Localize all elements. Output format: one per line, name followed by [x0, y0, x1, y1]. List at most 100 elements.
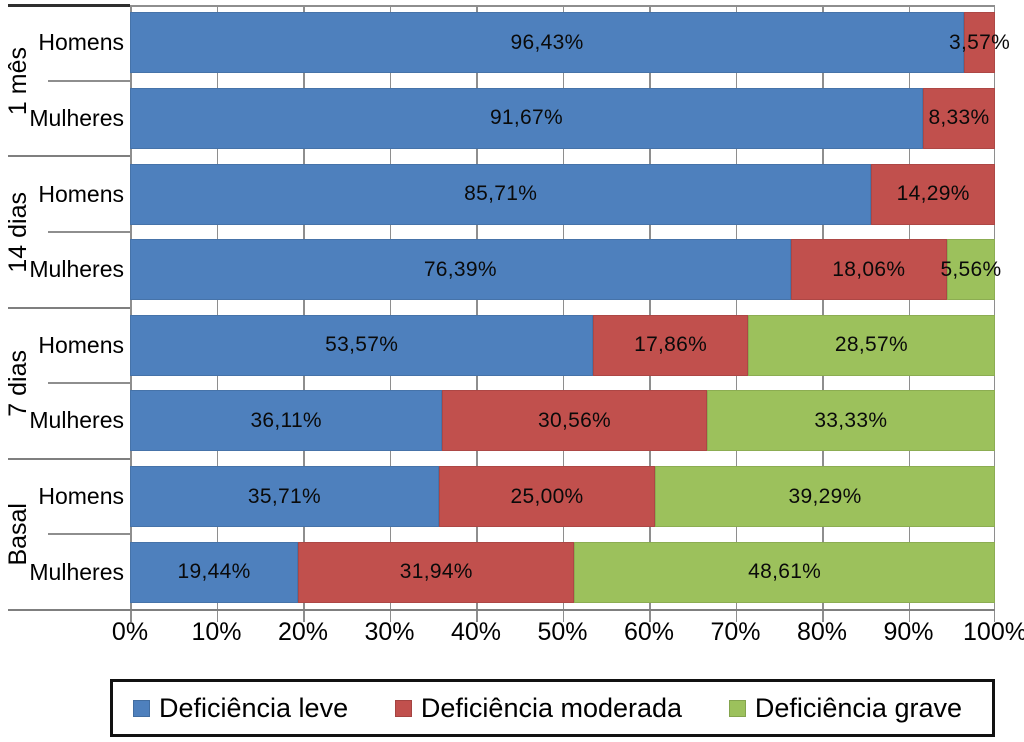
- value-label: 8,33%: [928, 106, 990, 130]
- x-tick: [822, 611, 824, 622]
- category-label: Mulheres: [29, 104, 124, 131]
- group-label: 1 mês: [2, 5, 34, 156]
- value-label: 48,61%: [748, 560, 822, 584]
- gridline: [993, 5, 995, 610]
- bar-row: 53,57% 17,86% 28,57%: [130, 314, 995, 376]
- value-label: 5,56%: [940, 257, 1002, 281]
- bar-segment: 17,86%: [593, 314, 748, 376]
- legend-label: Deficiência leve: [159, 692, 349, 723]
- bar-segment: 91,67%: [130, 87, 923, 149]
- group-label: Basal: [2, 459, 34, 610]
- gridline: [303, 5, 305, 610]
- gridline: [389, 5, 391, 610]
- bar-segment: 30,56%: [442, 390, 707, 452]
- legend-label: Deficiência moderada: [420, 692, 683, 723]
- x-tick: [735, 611, 737, 622]
- gridline: [908, 5, 910, 610]
- value-label: 91,67%: [489, 106, 563, 130]
- legend-swatch: [133, 699, 150, 717]
- x-tick: [476, 611, 478, 622]
- row-separator: [48, 533, 130, 536]
- group-label: 7 dias: [2, 308, 34, 459]
- bar-segment: 96,43%: [130, 12, 965, 74]
- bar-segment: 25,00%: [438, 466, 656, 528]
- bar-row: 85,71% 14,29%: [130, 163, 995, 225]
- category-label: Homens: [38, 180, 124, 207]
- bar-segment: 35,71%: [130, 466, 439, 528]
- group-label-text: 7 dias: [3, 349, 32, 417]
- legend-label: Deficiência grave: [754, 692, 962, 723]
- value-label: 96,43%: [510, 30, 584, 54]
- value-label: 35,71%: [247, 484, 321, 508]
- plot-area: 96,43% 3,57% 91,67% 8,33% 85,71% 14,29% 76,39%…: [130, 5, 1010, 610]
- x-tick: [130, 611, 132, 622]
- value-label: 28,57%: [834, 333, 908, 357]
- x-tick-label: 50%: [537, 618, 588, 646]
- x-tick-label: 10%: [191, 618, 242, 646]
- category-label: Mulheres: [29, 558, 124, 585]
- gridline: [562, 5, 564, 610]
- value-label: 17,86%: [634, 333, 708, 357]
- bar-row: 35,71% 25,00% 39,29%: [130, 466, 995, 528]
- category-axis: Homens Mulheres Homens Mulheres Homens Mulher…: [0, 4, 130, 610]
- bar-segment: 19,44%: [130, 541, 299, 603]
- x-tick-label: 0%: [111, 618, 149, 646]
- bar-segment: 5,56%: [940, 239, 1001, 301]
- group-label-text: Basal: [3, 503, 32, 566]
- category-label: Mulheres: [29, 256, 124, 283]
- x-tick: [562, 611, 564, 622]
- x-axis-labels: 0% 10% 20% 30% 40% 50% 60% 70% 80% 90% 100%: [112, 618, 1024, 650]
- gridline: [476, 5, 478, 610]
- value-label: 19,44%: [177, 560, 251, 584]
- value-label: 14,29%: [896, 182, 970, 206]
- legend-swatch: [394, 699, 412, 717]
- group-label-text: 14 dias: [3, 191, 32, 273]
- bar-segment: 36,11%: [130, 390, 443, 452]
- x-tick-label: 80%: [796, 618, 848, 646]
- x-tick-label: 90%: [883, 618, 934, 646]
- legend-swatch: [728, 699, 746, 717]
- bar-segment: 3,57%: [949, 12, 1010, 74]
- category-label: Mulheres: [29, 407, 124, 434]
- x-axis-line: [8, 609, 995, 611]
- bar-segment: 76,39%: [130, 239, 791, 301]
- x-tick-label: 70%: [710, 618, 761, 646]
- value-label: 25,00%: [510, 484, 584, 508]
- bar-row: 19,44% 31,94% 48,61%: [130, 541, 995, 603]
- x-tick: [908, 611, 910, 622]
- legend-item: Deficiência moderada: [394, 692, 683, 724]
- legend-item: Deficiência leve: [133, 693, 348, 724]
- bar-row: 91,67% 8,33%: [130, 87, 995, 149]
- value-label: 3,57%: [949, 30, 1011, 54]
- value-label: 53,57%: [325, 333, 399, 357]
- group-label: 14 dias: [2, 156, 34, 307]
- value-label: 85,71%: [464, 182, 538, 206]
- value-label: 76,39%: [423, 257, 497, 281]
- bar-segment: 18,06%: [790, 239, 947, 301]
- gridline: [130, 5, 132, 610]
- x-tick-label: 60%: [623, 618, 675, 646]
- x-tick-label: 40%: [450, 618, 502, 646]
- legend-item: Deficiência grave: [728, 692, 962, 724]
- group-separator: [8, 457, 130, 460]
- x-axis-ticks: [130, 611, 995, 622]
- legend: Deficiência leve Deficiência moderada Defi…: [110, 679, 995, 737]
- bar-segment: 85,71%: [130, 163, 872, 225]
- category-label: Homens: [38, 331, 124, 358]
- x-tick: [303, 611, 305, 622]
- bar-segment: 48,61%: [574, 541, 995, 603]
- bar-segment: 28,57%: [747, 314, 995, 376]
- category-label: Homens: [38, 29, 124, 56]
- row-separator: [48, 79, 130, 82]
- value-label: 36,11%: [250, 408, 322, 432]
- x-tick-label: 30%: [364, 618, 415, 646]
- bar-segment: 14,29%: [871, 163, 995, 225]
- bar-segment: 31,94%: [298, 541, 575, 603]
- bar-row: 76,39% 18,06% 5,56%: [130, 239, 1001, 301]
- group-separator: [8, 306, 130, 309]
- value-label: 18,06%: [832, 257, 906, 281]
- x-tick-label: 100%: [963, 618, 1024, 646]
- group-label-text: 1 mês: [3, 46, 32, 115]
- gridline: [216, 5, 218, 610]
